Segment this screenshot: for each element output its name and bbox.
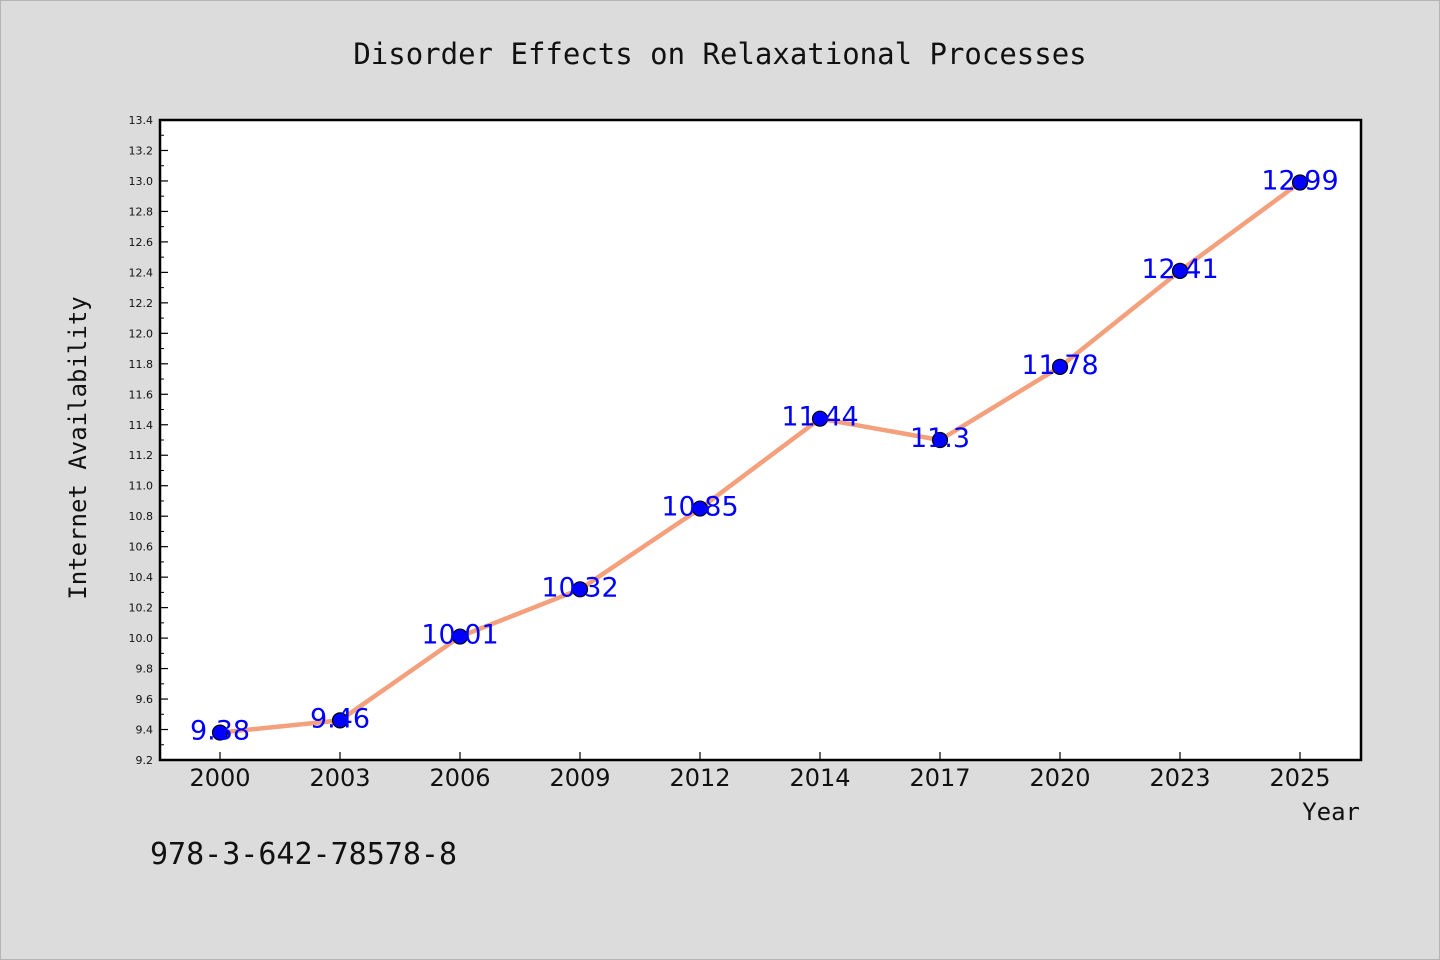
y-tick-label: 11.4 [129, 419, 154, 432]
y-axis-label: Internet Availability [64, 296, 92, 599]
x-tick-label: 2023 [1149, 764, 1210, 792]
data-point [1051, 358, 1069, 375]
y-tick-label: 13.2 [129, 144, 154, 157]
y-tick-label: 13.0 [129, 175, 154, 188]
x-tick-label: 2012 [669, 764, 730, 792]
data-point [211, 724, 229, 741]
x-tick-label: 2025 [1269, 764, 1330, 792]
x-tick-label: 2017 [909, 764, 970, 792]
y-tick-label: 10.6 [129, 541, 154, 554]
data-point [1171, 262, 1189, 279]
series-line [217, 180, 1303, 735]
data-point [811, 410, 829, 427]
y-tick-label: 9.4 [136, 724, 154, 737]
data-label: 11.78 [1021, 350, 1098, 381]
data-label: 10.32 [541, 572, 618, 603]
data-point [931, 431, 949, 449]
data-label: 11.3 [910, 423, 970, 454]
data-label: 9.46 [310, 703, 370, 734]
x-tick-label: 2009 [549, 764, 610, 792]
y-tick-label: 11.2 [129, 449, 154, 462]
x-tick-label: 2014 [789, 764, 850, 792]
data-label: 10.85 [661, 492, 738, 523]
data-point [331, 712, 349, 729]
x-axis-label: Year [1302, 798, 1360, 826]
isbn-footnote: 978-3-642-78578-8 [150, 837, 457, 872]
chart-title: Disorder Effects on Relaxational Process… [353, 37, 1086, 71]
y-tick-label: 12.0 [129, 327, 154, 340]
data-point [571, 581, 589, 598]
y-tick-label: 12.6 [129, 236, 154, 249]
data-label: 9.38 [190, 716, 250, 747]
y-tick-label: 10.0 [129, 632, 154, 645]
y-tick-label: 11.0 [129, 480, 154, 493]
data-point [1291, 174, 1309, 191]
y-tick-label: 12.4 [129, 266, 154, 279]
x-tick-label: 2020 [1029, 764, 1090, 792]
series-polyline [217, 180, 1303, 735]
data-labels: 9.38 9.46 10.01 10.32 10.85 11.44 11.3 11.78 12.… [190, 165, 1339, 746]
data-label: 11.44 [781, 402, 858, 433]
y-tick-label: 12.2 [129, 297, 154, 310]
x-tick-label: 2006 [429, 764, 490, 792]
y-tick-label: 10.8 [129, 510, 154, 523]
data-point [451, 628, 469, 645]
y-axis: 9.2 9.4 9.6 9.8 10.0 10.2 10.4 10.6 10.8 11.0 11.2… [129, 114, 168, 767]
y-tick-label: 9.6 [136, 693, 154, 706]
y-tick-label: 11.8 [129, 358, 154, 371]
x-tick-label: 2000 [189, 764, 250, 792]
data-label: 12.41 [1141, 254, 1218, 285]
data-points [211, 174, 1309, 741]
y-tick-label: 10.4 [129, 571, 154, 584]
data-point [691, 500, 709, 517]
data-label: 10.01 [421, 620, 498, 651]
x-axis: 2000 2003 2006 2009 2012 2014 2017 2020 2023 2025 [189, 752, 1331, 792]
y-tick-label: 9.8 [136, 663, 154, 676]
y-tick-label: 11.6 [129, 388, 154, 401]
y-tick-label: 13.4 [129, 114, 154, 127]
y-tick-label: 9.2 [136, 754, 154, 767]
y-tick-label: 12.8 [129, 205, 154, 218]
data-label: 12.99 [1261, 165, 1338, 196]
x-tick-label: 2003 [309, 764, 370, 792]
y-tick-label: 10.2 [129, 602, 154, 615]
plot-area [158, 118, 1363, 762]
